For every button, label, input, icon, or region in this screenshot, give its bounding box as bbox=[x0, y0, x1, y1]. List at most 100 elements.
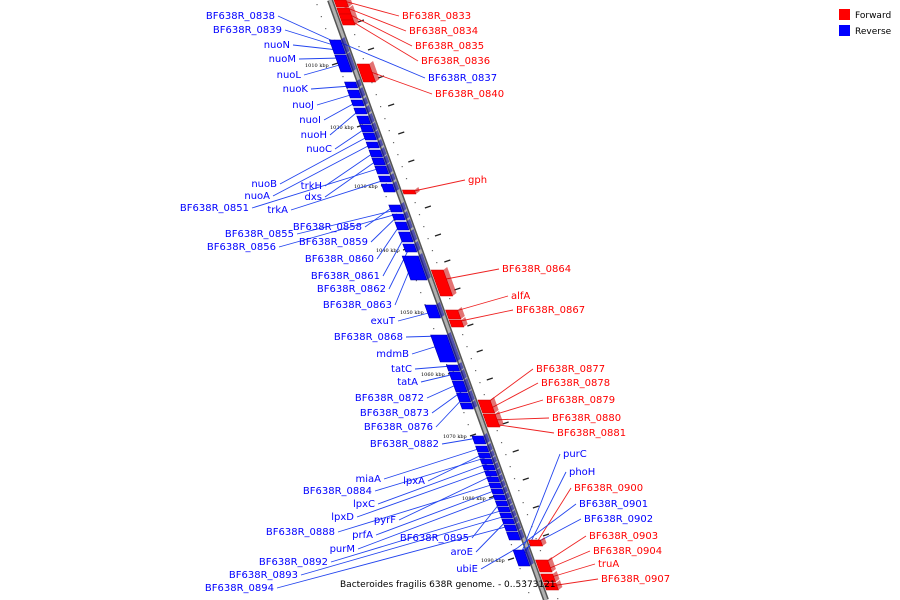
reverse-gene-block bbox=[492, 494, 507, 501]
leader-line bbox=[518, 518, 582, 553]
guide-dot bbox=[362, 58, 364, 60]
gene-label-bf638r-0876: BF638R_0876 bbox=[364, 422, 433, 433]
guide-dot bbox=[397, 154, 399, 156]
tick-dash bbox=[542, 533, 550, 537]
legend-reverse-label: Reverse bbox=[855, 27, 892, 37]
gene-block-shade bbox=[486, 443, 493, 452]
guide-dot bbox=[436, 262, 438, 264]
guide-dot bbox=[462, 334, 464, 336]
tick-dash bbox=[476, 349, 483, 353]
gene-block-shade bbox=[506, 498, 513, 506]
leader-line bbox=[346, 17, 419, 62]
leader-line bbox=[303, 63, 344, 76]
guide-dot bbox=[375, 94, 377, 96]
gene-label-lpxc: lpxC bbox=[353, 499, 375, 510]
gene-label-lpxa: lpxA bbox=[403, 476, 425, 487]
leader-line bbox=[329, 109, 360, 136]
gene-block-shade bbox=[377, 139, 384, 148]
gene-block-shade bbox=[418, 253, 431, 280]
leader-line bbox=[364, 205, 395, 228]
guide-dot bbox=[509, 466, 511, 468]
scale-tick-label: 1020 kbp bbox=[330, 125, 354, 131]
scale-tick-mark bbox=[507, 557, 515, 561]
guide-dot bbox=[380, 106, 382, 108]
gene-block-shade bbox=[457, 307, 465, 319]
guide-dot bbox=[526, 514, 529, 516]
gene-label-bf638r-0837: BF638R_0837 bbox=[428, 73, 497, 84]
gene-label-bf638r-0907: BF638R_0907 bbox=[601, 574, 670, 585]
scale-tick-label: 1090 kbp bbox=[481, 558, 505, 564]
guide-dot bbox=[523, 580, 525, 582]
gene-label-bf638r-0840: BF638R_0840 bbox=[435, 89, 504, 100]
gene-block-shade bbox=[515, 522, 522, 531]
gene-block-shade bbox=[358, 87, 366, 98]
gene-label-bf638r-0892: BF638R_0892 bbox=[259, 557, 328, 568]
leader-line bbox=[370, 215, 399, 243]
gene-block-shade bbox=[490, 397, 499, 413]
gene-label-bf638r-0882: BF638R_0882 bbox=[370, 439, 439, 450]
gene-block-shade bbox=[517, 529, 525, 540]
gene-block-shade bbox=[495, 411, 504, 427]
gene-label-phoh: phoH bbox=[569, 467, 595, 478]
leader-line bbox=[298, 57, 341, 60]
reverse-gene-block bbox=[488, 482, 503, 489]
tick-dash bbox=[434, 233, 442, 237]
gene-block-shade bbox=[348, 5, 356, 14]
gene-label-bf638r-0856: BF638R_0856 bbox=[207, 242, 276, 253]
leader-line bbox=[480, 547, 518, 570]
leader-line bbox=[337, 483, 495, 533]
guide-dot bbox=[405, 178, 408, 180]
scale-tick-label: 1040 kbp bbox=[376, 248, 400, 254]
guide-dot bbox=[418, 214, 421, 216]
guide-dot bbox=[500, 442, 503, 444]
gene-block-shade bbox=[403, 211, 410, 220]
gene-label-nuoi: nuoI bbox=[299, 115, 321, 126]
gene-label-nuoh: nuoH bbox=[301, 130, 327, 141]
gene-label-bf638r-0879: BF638R_0879 bbox=[546, 395, 615, 406]
gene-block-shade bbox=[508, 504, 515, 512]
scale-tick-label: 1080 kbp bbox=[462, 496, 486, 502]
gene-block-shade bbox=[355, 79, 362, 88]
forward-gene-block bbox=[527, 539, 543, 547]
gene-block-shade bbox=[457, 362, 464, 371]
guide-dot bbox=[316, 4, 318, 6]
guide-dot bbox=[401, 166, 403, 168]
gene-label-bf638r-0835: BF638R_0835 bbox=[415, 41, 484, 52]
tick-dash bbox=[512, 449, 519, 453]
leader-line bbox=[420, 373, 455, 383]
gene-label-tatc: tatC bbox=[391, 364, 412, 375]
guide-dot bbox=[539, 550, 542, 552]
tick-dash bbox=[424, 205, 432, 209]
leader-line bbox=[375, 489, 497, 536]
guide-dot bbox=[483, 394, 485, 396]
gene-label-bf638r-0902: BF638R_0902 bbox=[584, 514, 653, 525]
gene-label-bf638r-0864: BF638R_0864 bbox=[502, 264, 571, 275]
guide-dot bbox=[557, 598, 559, 600]
reverse-gene-block bbox=[445, 364, 460, 372]
guide-dot bbox=[475, 370, 477, 372]
guide-dot bbox=[388, 130, 390, 132]
gene-block-shade bbox=[399, 202, 407, 212]
gene-block-shade bbox=[499, 480, 506, 488]
leader-line bbox=[376, 223, 402, 260]
forward-gene-block bbox=[448, 319, 465, 328]
gene-block-shade bbox=[491, 456, 498, 464]
leader-line bbox=[290, 179, 385, 211]
legend-forward-swatch bbox=[839, 9, 850, 20]
guide-dot bbox=[433, 328, 435, 330]
forward-gene-block bbox=[336, 7, 352, 15]
reverse-gene-block bbox=[497, 506, 511, 513]
gene-label-bf638r-0838: BF638R_0838 bbox=[206, 11, 275, 22]
gene-block-shade bbox=[459, 369, 467, 380]
reverse-gene-block bbox=[484, 470, 498, 477]
leader-line bbox=[535, 487, 572, 545]
leader-line bbox=[377, 463, 488, 505]
gene-label-trkh: trkH bbox=[301, 181, 322, 192]
guide-dot bbox=[359, 124, 361, 126]
gene-label-bf638r-0880: BF638R_0880 bbox=[552, 413, 621, 424]
guide-dot bbox=[505, 454, 507, 456]
legend-forward-label: Forward bbox=[855, 11, 891, 21]
gene-label-exut: exuT bbox=[371, 316, 396, 327]
leader-line bbox=[427, 453, 484, 482]
